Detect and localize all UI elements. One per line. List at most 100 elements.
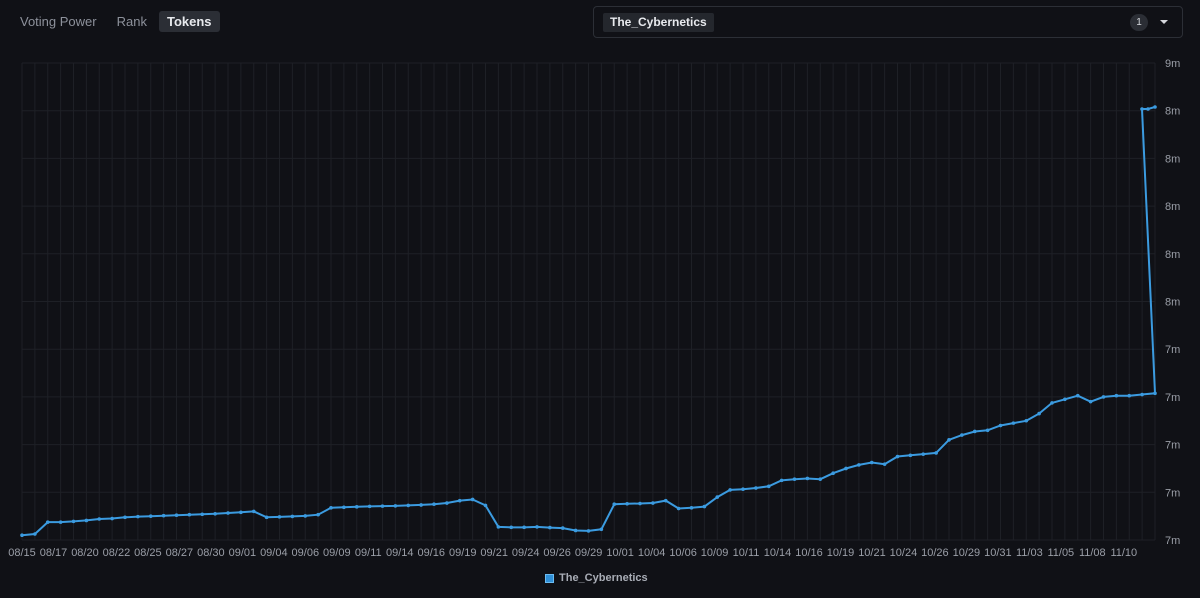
data-point [187,512,192,517]
data-point [251,509,256,514]
data-point [470,497,475,502]
data-point [625,501,629,506]
data-point [445,501,449,505]
selected-chip[interactable]: The_Cybernetics [603,13,714,32]
data-point [908,453,913,458]
x-tick-label: 08/30 [197,547,225,559]
x-tick-label: 10/14 [764,547,792,559]
data-point [998,423,1003,428]
x-tick-label: 10/19 [827,547,855,559]
y-tick-label: 8m [1165,297,1180,309]
data-point [33,532,37,536]
data-point [548,525,552,530]
data-point [226,511,230,515]
x-tick-label: 09/14 [386,547,414,559]
data-point [277,515,282,519]
data-point [985,428,990,433]
data-point [754,486,758,490]
x-tick-label: 09/01 [229,547,257,559]
tab-voting-power[interactable]: Voting Power [20,14,97,29]
data-point [766,484,771,489]
data-point [110,516,114,521]
data-point [200,512,205,517]
data-point [71,519,76,524]
data-point [1101,395,1106,399]
legend-label: The_Cybernetics [559,572,648,584]
tab-tokens[interactable]: Tokens [158,11,220,32]
data-point [535,525,539,529]
x-tick-label: 09/09 [323,547,351,559]
caret-down-icon[interactable] [1160,20,1168,24]
data-point [84,518,89,523]
x-tick-label: 09/29 [575,547,603,559]
data-point [1063,397,1067,402]
y-tick-label: 7m [1165,392,1180,404]
data-point [509,525,514,530]
data-point [161,513,166,518]
data-point [934,451,938,455]
data-point [20,533,24,538]
x-tick-label: 10/06 [669,547,697,559]
data-point [844,466,848,471]
data-point [1037,411,1041,416]
y-tick-label: 7m [1165,487,1180,499]
x-tick-label: 09/19 [449,547,477,559]
data-point [496,525,501,529]
x-tick-label: 09/24 [512,547,540,559]
data-point [342,505,346,510]
data-point [612,502,617,507]
x-tick-label: 10/29 [953,547,981,559]
data-point [882,462,887,466]
data-point [97,517,102,521]
data-point [432,502,436,507]
data-point [174,513,179,517]
data-point [45,520,50,524]
x-tick-label: 11/03 [1016,547,1043,559]
data-point [857,463,861,467]
data-point [1153,105,1157,109]
chart-legend[interactable]: The_Cybernetics [545,572,648,584]
data-point [148,514,153,518]
data-point [316,512,320,517]
data-point [779,478,784,483]
data-point [1050,401,1054,405]
data-point [715,495,720,499]
y-tick-label: 8m [1165,249,1180,261]
data-point [586,529,591,533]
data-point [303,514,308,518]
selected-count-badge: 1 [1130,14,1148,31]
tab-rank[interactable]: Rank [116,14,147,29]
x-tick-label: 10/16 [795,547,823,559]
data-point [419,503,423,507]
data-point [329,506,333,510]
data-point [1088,399,1093,404]
data-point [921,452,926,456]
y-tick-label: 9m [1165,58,1180,70]
view-tabs: Voting Power Rank Tokens [12,11,220,32]
x-tick-label: 10/31 [984,547,1012,559]
data-point [972,429,977,434]
data-point [741,487,745,491]
x-tick-label: 09/16 [417,547,445,559]
x-tick-label: 10/09 [701,547,729,559]
y-tick-label: 7m [1165,344,1180,356]
data-point [702,504,707,509]
y-tick-label: 7m [1165,440,1180,452]
data-point [1140,392,1144,397]
y-tick-label: 8m [1165,153,1180,165]
data-point [1075,393,1080,398]
x-tick-label: 09/04 [260,547,288,559]
legend-swatch [545,573,554,583]
y-tick-label: 7m [1165,535,1180,547]
data-point [1146,107,1150,111]
delegate-select[interactable]: The_Cybernetics 1 [593,6,1183,38]
x-tick-label: 08/27 [166,547,194,559]
data-point [560,526,565,530]
data-point [728,488,732,492]
x-tick-label: 09/21 [480,547,508,559]
x-tick-label: 08/15 [8,547,36,559]
data-point [689,506,694,510]
x-tick-label: 11/08 [1079,547,1106,559]
data-point [367,504,372,509]
